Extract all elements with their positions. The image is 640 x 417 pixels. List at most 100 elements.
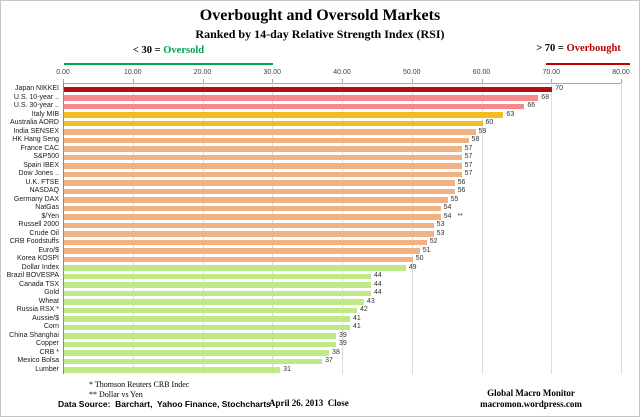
axis-tick-label: 80.00 (612, 69, 630, 76)
value-label: 55 (450, 195, 459, 203)
category-label: NASDAQ (29, 187, 59, 194)
bar (64, 307, 357, 313)
bar (64, 316, 350, 322)
category-label: Korea KOSPI (16, 255, 59, 262)
value-label: 31 (283, 365, 292, 373)
category-label: Lumber (35, 365, 59, 373)
bar (64, 273, 371, 279)
gridline (202, 83, 204, 374)
value-label: 49 (408, 263, 417, 271)
axis-tick-label: 10.00 (123, 69, 142, 76)
category-label: Australia AORD (9, 119, 59, 126)
value-label: 56 (457, 187, 466, 194)
category-label: $/Yen (41, 212, 59, 220)
gridline (481, 83, 483, 374)
value-label: 60 (485, 119, 494, 126)
bar (64, 103, 525, 109)
axis-tick-label: 0.00 (56, 69, 70, 76)
bar (64, 112, 504, 118)
category-label: Russia RSX * (16, 306, 59, 313)
axis-tick-mark (132, 79, 134, 84)
value-label: 63 (506, 110, 515, 118)
oversold-label: Oversold (163, 45, 205, 56)
bar (64, 265, 406, 271)
footnote-crb: * Thomson Reuters CRB Indec (89, 380, 190, 389)
category-label: Japan NIKKEI (15, 85, 59, 92)
value-label: 39 (339, 340, 347, 347)
bar (64, 214, 441, 220)
category-label: CRB * (39, 348, 59, 356)
bar (64, 231, 434, 237)
bar (64, 333, 337, 339)
value-label: 43 (366, 297, 375, 305)
credit-name: Global Macro Monitor (487, 388, 575, 398)
bar (64, 154, 462, 160)
value-label: 51 (422, 246, 431, 254)
oversold-annotation: < 30 = Oversold (64, 45, 273, 56)
gridline (551, 83, 553, 374)
bar (64, 197, 448, 203)
overbought-annotation: > 70 = Overbought (521, 43, 636, 54)
gridline (272, 83, 274, 374)
value-label: 44 (373, 272, 382, 279)
chart-date: April 26. 2013 Close (269, 398, 349, 408)
category-label: Copper (36, 340, 59, 347)
category-label: Aussie/$ (32, 314, 59, 322)
value-label: 54 (443, 204, 452, 211)
axis-tick-mark (411, 79, 413, 84)
category-label: Italy MIB (31, 110, 59, 118)
category-label: Crude Oil (29, 229, 59, 237)
gridline (621, 83, 622, 374)
value-label: 39 (339, 331, 347, 339)
bar (64, 256, 413, 262)
axis-tick-mark (551, 79, 553, 84)
axis-tick-mark (342, 79, 343, 84)
oversold-range-line (64, 63, 273, 65)
category-label: Dollar Index (21, 263, 59, 271)
value-label: 50 (415, 255, 424, 262)
value-label: 56 (457, 178, 466, 186)
category-label: Wheat (38, 297, 59, 305)
axis-tick-label: 70.00 (542, 69, 561, 76)
overbought-threshold: > 70 = (536, 43, 567, 54)
category-label: Germany DAX (13, 195, 59, 203)
bar (64, 248, 420, 254)
category-label: HK Hang Seng (12, 136, 59, 143)
axis-tick-label: 60.00 (472, 69, 491, 76)
bar (64, 146, 462, 152)
axis-tick-mark (63, 79, 64, 84)
value-label: 57 (464, 161, 473, 169)
bar (64, 120, 483, 126)
category-label: India SENSEX (13, 127, 59, 135)
value-label: 53 (436, 221, 445, 228)
bar (64, 299, 364, 305)
value-label: 38 (332, 348, 340, 356)
bar (64, 95, 539, 101)
data-source: Data Source: Barchart, Yahoo Finance, St… (58, 399, 271, 409)
category-axis-line (63, 83, 64, 374)
value-label: 44 (373, 280, 382, 288)
bar (64, 180, 455, 186)
category-label: Dow Jones .. (18, 170, 59, 177)
axis-tick-label: 30.00 (263, 69, 282, 76)
category-label: Mexico Bolsa (17, 357, 59, 364)
category-label: Corn (43, 323, 59, 330)
bar (64, 163, 462, 169)
value-label: 41 (352, 314, 361, 322)
value-label: 58 (471, 136, 480, 143)
category-label: China Shanghai (9, 331, 59, 339)
category-label: Russell 2000 (18, 221, 59, 228)
value-label: 37 (325, 357, 333, 364)
value-label: 66 (527, 102, 536, 109)
category-label: U.K. FTSE (25, 178, 59, 186)
value-label: 52 (429, 238, 438, 245)
bar (64, 341, 337, 347)
category-label: Brazil BOVESPA (6, 272, 59, 279)
category-label: France CAC (20, 144, 59, 152)
value-label: 42 (359, 306, 368, 313)
value-label: 41 (352, 323, 361, 330)
chart-title: Overbought and Oversold Markets (199, 7, 441, 24)
category-label: Spain IBEX (23, 161, 59, 169)
category-label: S&P500 (33, 153, 59, 160)
